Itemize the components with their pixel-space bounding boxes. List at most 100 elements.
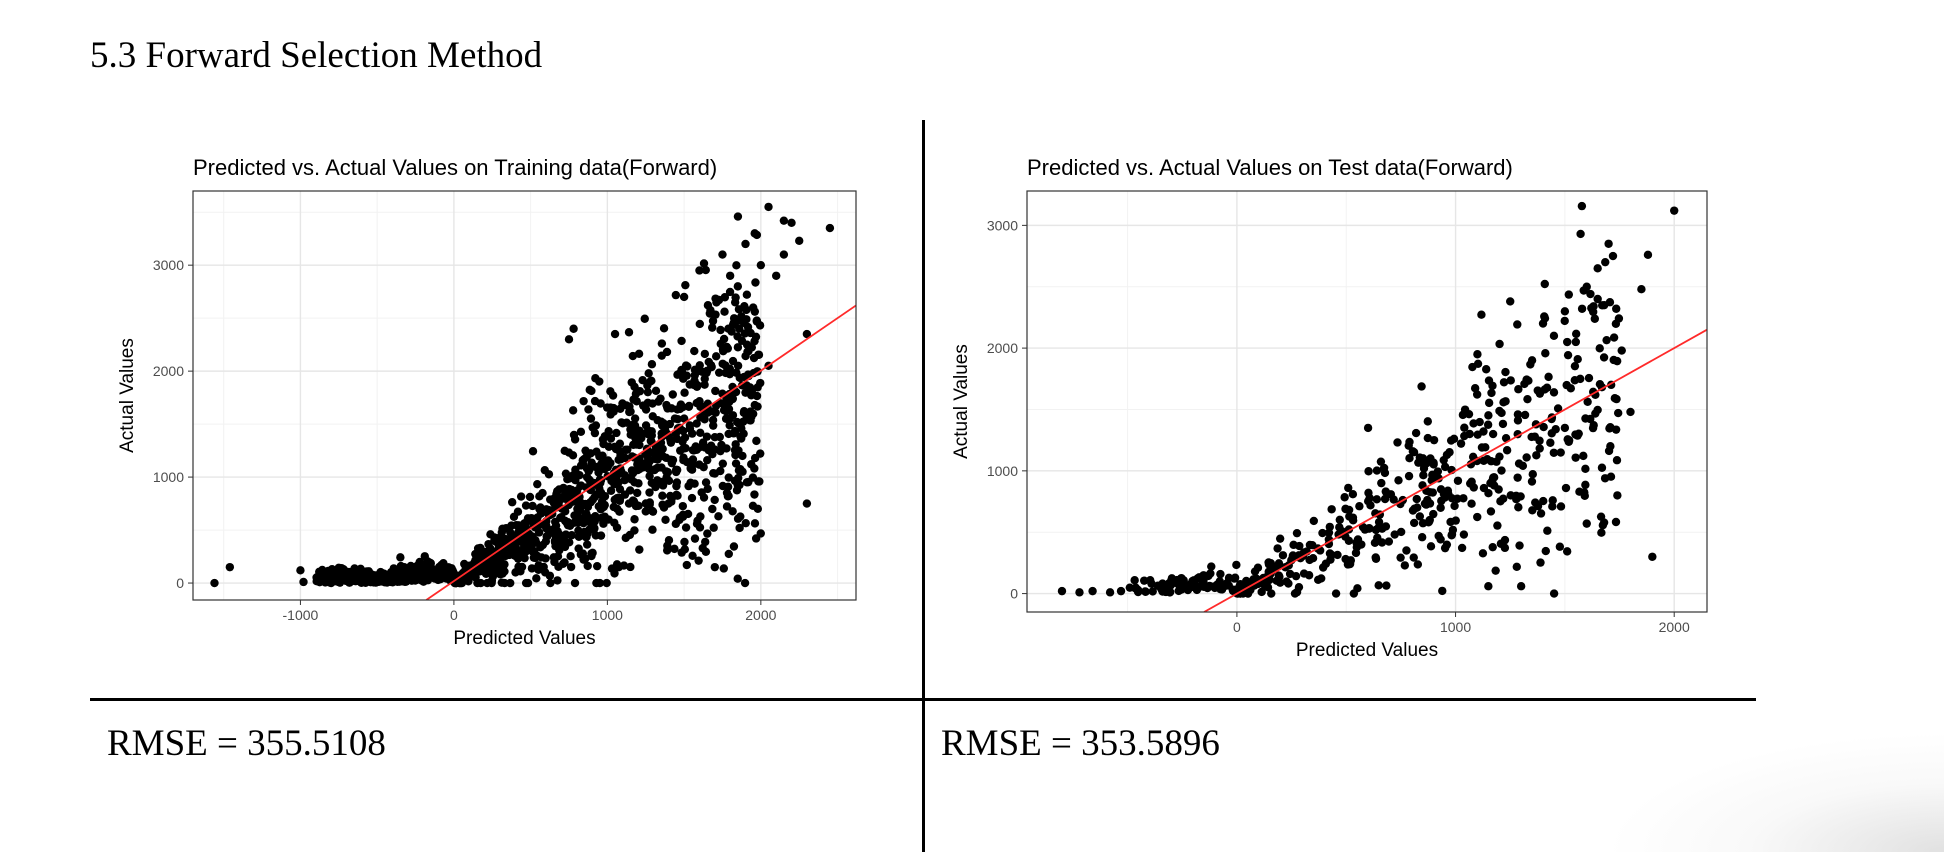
- data-point: [1384, 537, 1394, 546]
- data-point: [1549, 589, 1559, 598]
- data-point: [1516, 492, 1525, 501]
- data-point: [546, 578, 555, 588]
- data-point: [634, 479, 643, 488]
- data-point: [1591, 409, 1600, 418]
- data-point: [1318, 528, 1327, 538]
- data-point: [700, 374, 709, 384]
- data-point: [1606, 472, 1616, 481]
- data-point: [1516, 582, 1526, 591]
- data-point: [633, 460, 642, 469]
- data-point: [666, 438, 676, 447]
- data-point: [602, 578, 611, 588]
- data-point: [1467, 499, 1476, 508]
- data-point: [1274, 571, 1284, 580]
- data-point: [565, 538, 574, 547]
- data-point: [750, 464, 759, 473]
- data-point: [680, 537, 689, 547]
- data-point: [656, 394, 665, 403]
- data-point: [1446, 517, 1455, 527]
- data-point: [733, 282, 743, 291]
- data-point: [1611, 517, 1621, 527]
- data-point: [662, 347, 672, 357]
- data-point: [595, 578, 605, 588]
- data-point: [610, 442, 619, 452]
- data-point: [1400, 561, 1410, 570]
- data-point: [486, 544, 495, 553]
- data-point: [695, 266, 704, 275]
- data-point: [658, 491, 667, 500]
- data-point: [1440, 462, 1450, 472]
- data-point: [1382, 581, 1391, 590]
- data-point: [742, 340, 752, 349]
- data-point: [1434, 531, 1443, 541]
- data-point: [529, 553, 539, 562]
- data-point: [753, 504, 763, 514]
- data-point: [1609, 355, 1618, 365]
- data-point: [647, 478, 656, 488]
- data-point: [631, 501, 641, 511]
- data-point: [1528, 506, 1537, 515]
- data-point: [680, 545, 690, 554]
- data-point: [787, 218, 796, 227]
- data-point: [1295, 541, 1304, 551]
- data-point: [1456, 439, 1466, 448]
- data-point: [1341, 554, 1350, 564]
- data-point: [679, 374, 688, 383]
- data-point: [1493, 521, 1502, 530]
- data-point: [571, 465, 580, 474]
- data-point: [676, 400, 686, 409]
- data-point: [714, 368, 724, 377]
- data-point: [1502, 446, 1512, 455]
- fit-line: [425, 304, 856, 600]
- data-point: [396, 561, 406, 571]
- data-point: [725, 369, 734, 379]
- data-point: [637, 433, 646, 443]
- data-point: [1380, 494, 1390, 504]
- data-point: [1544, 372, 1553, 382]
- data-point: [612, 560, 622, 569]
- data-point: [1447, 530, 1457, 539]
- data-point: [1324, 528, 1334, 537]
- data-point: [1418, 454, 1428, 463]
- data-point: [639, 401, 648, 410]
- data-point: [696, 428, 705, 437]
- data-point: [779, 250, 789, 259]
- data-point: [795, 236, 804, 246]
- data-point: [1439, 455, 1448, 465]
- data-point: [1408, 506, 1418, 515]
- data-point: [681, 280, 690, 290]
- y-tick-label: 0: [1010, 586, 1018, 602]
- data-point: [699, 493, 709, 502]
- data-point: [1609, 333, 1619, 342]
- data-point: [679, 414, 689, 423]
- data-point: [1527, 477, 1537, 486]
- data-point: [591, 531, 601, 540]
- data-point: [1571, 337, 1581, 347]
- data-point: [630, 421, 640, 430]
- data-point: [1447, 494, 1457, 503]
- data-point: [1595, 379, 1605, 389]
- data-point: [1473, 359, 1483, 368]
- data-point: [615, 494, 625, 503]
- data-point: [508, 498, 517, 507]
- data-point: [1536, 509, 1546, 518]
- data-point: [516, 492, 526, 501]
- data-point: [660, 422, 670, 432]
- data-point: [1497, 466, 1506, 475]
- data-point: [1611, 319, 1621, 328]
- data-point: [567, 531, 576, 540]
- y-axis-label: Actual Values: [117, 338, 138, 453]
- data-point: [1459, 530, 1469, 539]
- data-point: [1555, 542, 1565, 551]
- data-point: [596, 399, 605, 408]
- data-point: [1581, 414, 1590, 423]
- data-point: [566, 562, 576, 572]
- data-point: [587, 458, 596, 467]
- data-point: [1148, 587, 1157, 596]
- data-point: [673, 414, 682, 424]
- data-point: [1371, 554, 1381, 563]
- data-point: [1498, 494, 1508, 503]
- data-point: [1522, 375, 1531, 384]
- data-point: [1600, 300, 1609, 310]
- data-point: [1528, 470, 1537, 479]
